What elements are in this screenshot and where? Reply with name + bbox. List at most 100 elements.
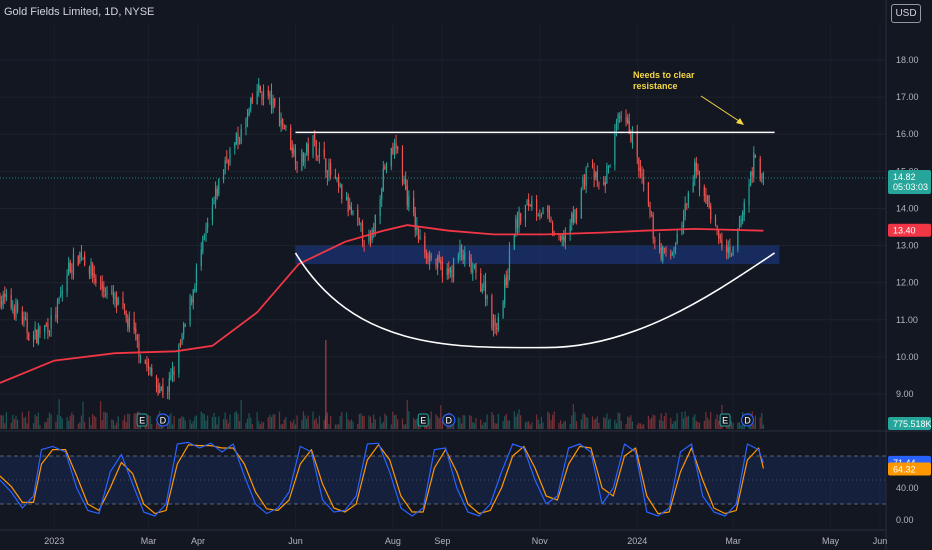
event-marker-label: D <box>160 416 167 426</box>
volume-bar <box>249 413 250 429</box>
candle-body <box>204 235 205 236</box>
volume-bar <box>11 423 12 429</box>
volume-bar <box>194 416 195 429</box>
volume-bar <box>654 415 655 429</box>
candle-body <box>683 216 684 227</box>
volume-bar <box>170 413 171 429</box>
candle-body <box>494 319 495 327</box>
dividend-marker[interactable]: D <box>443 414 455 426</box>
candle-body <box>518 211 519 228</box>
candle-body <box>595 173 596 178</box>
candle-body <box>408 196 409 207</box>
candle-body <box>448 269 449 274</box>
candle-body <box>469 255 470 260</box>
volume-bar <box>472 422 473 429</box>
volume-bar <box>550 420 551 429</box>
candle-body <box>429 254 430 262</box>
time-tick-label: 2023 <box>44 536 64 546</box>
volume-bar <box>35 414 36 429</box>
dividend-marker[interactable]: D <box>157 414 169 426</box>
candle-body <box>761 180 762 181</box>
earnings-marker[interactable]: E <box>418 414 428 426</box>
volume-bar <box>562 424 563 429</box>
candle-body <box>605 182 606 186</box>
candle-body <box>407 186 408 205</box>
candle-body <box>348 196 349 212</box>
candle-body <box>362 223 363 241</box>
candle-body <box>196 267 197 285</box>
candle-body <box>547 206 548 212</box>
candle-body <box>584 179 585 184</box>
volume-bar <box>95 417 96 429</box>
candle-body <box>33 335 34 343</box>
volume-bar <box>113 420 114 429</box>
volume-bar <box>78 424 79 429</box>
candle-body <box>592 166 593 167</box>
volume-bar <box>677 413 678 429</box>
volume-bar <box>124 415 125 429</box>
candle-body <box>319 149 320 157</box>
volume-bar <box>295 425 296 429</box>
candle-body <box>169 378 170 392</box>
candle-body <box>459 247 460 257</box>
candle-body <box>161 387 162 390</box>
candle-body <box>114 294 115 300</box>
candle-body <box>392 147 393 155</box>
volume-bar <box>697 422 698 429</box>
currency-button[interactable]: USD <box>891 4 921 23</box>
candle-body <box>384 166 385 170</box>
candle-body <box>419 236 420 239</box>
candle-body <box>386 167 387 168</box>
volume-bar <box>73 415 74 429</box>
candle-body <box>296 167 297 168</box>
candle-body <box>81 253 82 258</box>
event-marker-label: E <box>722 416 728 426</box>
price-tick-label: 12.00 <box>896 278 919 288</box>
candle-body <box>471 258 472 272</box>
earnings-marker[interactable]: E <box>137 414 147 426</box>
candle-body <box>750 172 751 185</box>
volume-bar <box>573 404 574 429</box>
candle-body <box>341 184 342 199</box>
volume-bar <box>581 419 582 429</box>
last-price-badge-subtext: 05:03:03 <box>893 182 928 192</box>
candle-body <box>402 148 403 182</box>
volume-bar <box>403 424 404 429</box>
volume-bar <box>739 422 740 429</box>
volume-bar <box>498 414 499 429</box>
candle-body <box>451 269 452 277</box>
volume-bar <box>394 415 395 429</box>
candle-body <box>47 324 48 334</box>
candle-body <box>442 262 443 278</box>
candle-body <box>247 113 248 119</box>
volume-bar <box>619 413 620 429</box>
candle-body <box>328 163 329 176</box>
candle-body <box>659 240 660 250</box>
volume-bar <box>68 421 69 429</box>
candle-body <box>79 253 80 263</box>
volume-bar <box>27 423 28 429</box>
candle-body <box>664 248 665 249</box>
candle-body <box>105 294 106 297</box>
volume-bar <box>239 421 240 429</box>
earnings-marker[interactable]: E <box>720 414 730 426</box>
dividend-marker[interactable]: D <box>741 414 753 426</box>
candle-body <box>327 176 328 178</box>
candle-body <box>740 219 741 226</box>
candle-body <box>560 237 561 240</box>
volume-bar <box>431 411 432 429</box>
candle-body <box>71 270 72 272</box>
candle-body <box>316 140 317 157</box>
candle-body <box>178 345 179 373</box>
volume-bar <box>630 415 631 429</box>
volume-bar <box>156 423 157 429</box>
volume-bar <box>375 419 376 429</box>
candle-body <box>509 249 510 273</box>
volume-bar <box>740 425 741 429</box>
candle-body <box>474 265 475 267</box>
volume-bar <box>304 416 305 429</box>
volume-bar <box>114 425 115 429</box>
candle-body <box>496 328 497 329</box>
candle-body <box>241 129 242 143</box>
